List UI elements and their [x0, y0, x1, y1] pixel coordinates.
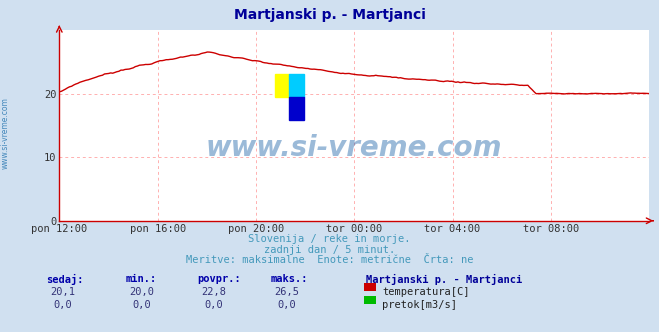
Text: Slovenija / reke in morje.: Slovenija / reke in morje. [248, 234, 411, 244]
Text: pretok[m3/s]: pretok[m3/s] [382, 300, 457, 310]
Text: www.si-vreme.com: www.si-vreme.com [1, 97, 10, 169]
Bar [289, 74, 304, 97]
Text: zadnji dan / 5 minut.: zadnji dan / 5 minut. [264, 245, 395, 255]
Text: Martjanski p. - Martjanci: Martjanski p. - Martjanci [233, 8, 426, 22]
Text: maks.:: maks.: [270, 274, 308, 284]
Text: 26,5: 26,5 [274, 287, 299, 297]
Text: 0,0: 0,0 [132, 300, 151, 310]
Text: min.:: min.: [125, 274, 156, 284]
Text: Martjanski p. - Martjanci: Martjanski p. - Martjanci [366, 274, 522, 285]
Text: sedaj:: sedaj: [46, 274, 84, 285]
Bar [289, 97, 304, 120]
Text: Meritve: maksimalne  Enote: metrične  Črta: ne: Meritve: maksimalne Enote: metrične Črta… [186, 255, 473, 265]
Text: www.si-vreme.com: www.si-vreme.com [206, 134, 502, 162]
Text: povpr.:: povpr.: [198, 274, 241, 284]
Text: 22,8: 22,8 [202, 287, 227, 297]
Text: 0,0: 0,0 [277, 300, 296, 310]
Text: temperatura[C]: temperatura[C] [382, 287, 470, 297]
Bar [275, 74, 289, 97]
Text: 0,0: 0,0 [205, 300, 223, 310]
Text: 20,1: 20,1 [50, 287, 75, 297]
Text: 0,0: 0,0 [53, 300, 72, 310]
Text: 20,0: 20,0 [129, 287, 154, 297]
